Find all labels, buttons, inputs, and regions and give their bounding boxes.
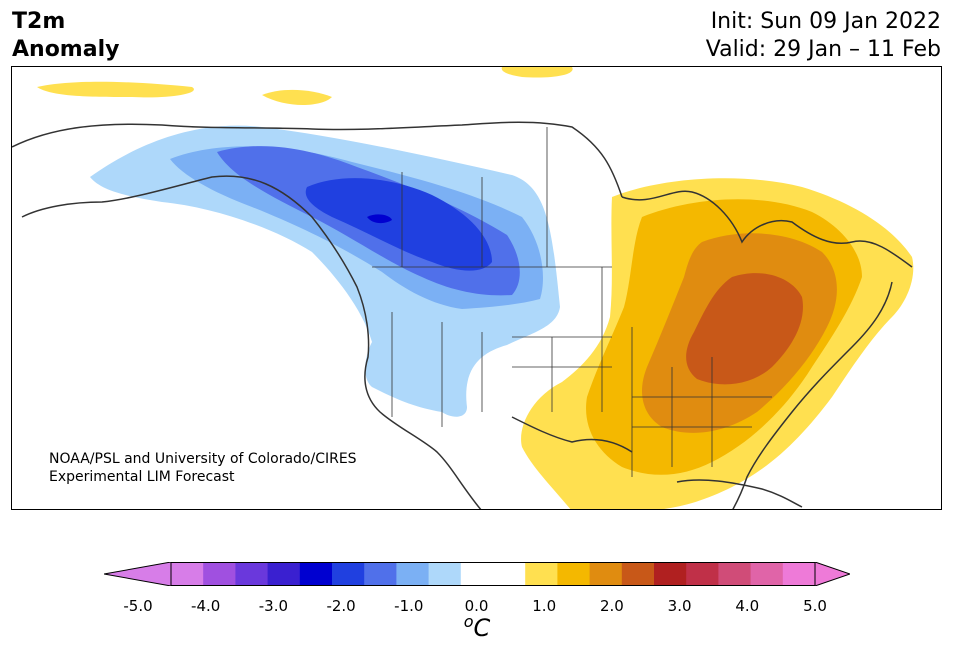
colorbar-bin bbox=[267, 562, 301, 586]
unit-celsius: C bbox=[473, 614, 491, 642]
colorbar-bins bbox=[170, 562, 816, 586]
colorbar bbox=[104, 562, 850, 586]
colorbar-bin bbox=[557, 562, 591, 586]
forecast-dates: Init: Sun 09 Jan 2022 Valid: 29 Jan – 11… bbox=[706, 8, 941, 64]
colorbar-bin bbox=[171, 562, 204, 586]
colorbar-bin bbox=[299, 562, 333, 586]
colorbar-extend-low bbox=[104, 562, 172, 586]
colorbar-tick-label: 2.0 bbox=[599, 597, 624, 615]
colorbar-bin bbox=[525, 562, 558, 586]
credit-text: NOAA/PSL and University of Colorado/CIRE… bbox=[49, 450, 357, 486]
colorbar-tick-label: -2.0 bbox=[326, 597, 356, 615]
colorbar-bin bbox=[750, 562, 784, 586]
colorbar-bin bbox=[428, 562, 462, 586]
credit-line-2: Experimental LIM Forecast bbox=[49, 469, 235, 485]
arctic-warm-patch-center bbox=[262, 89, 332, 105]
colorbar-bin bbox=[235, 562, 269, 586]
colorbar-bin bbox=[364, 562, 397, 586]
colorbar-bin bbox=[782, 562, 816, 586]
colorbar-extend-high bbox=[814, 562, 850, 586]
colorbar-bin bbox=[654, 562, 687, 586]
colorbar-bin bbox=[460, 562, 494, 586]
colorbar-tick-label: -1.0 bbox=[394, 597, 424, 615]
colorbar-bin bbox=[396, 562, 430, 586]
colorbar-bin bbox=[203, 562, 236, 586]
colorbar-bin bbox=[718, 562, 752, 586]
anomaly-map bbox=[12, 67, 914, 509]
colorbar-tick-label: 5.0 bbox=[803, 597, 827, 615]
colorbar-tick-label: 0.0 bbox=[464, 597, 489, 615]
arctic-warm-patch-north bbox=[501, 67, 573, 78]
cold-anomaly-darkest bbox=[367, 214, 392, 224]
colorbar-bin bbox=[589, 562, 623, 586]
warm-anomaly-dark-orange bbox=[686, 273, 803, 385]
colorbar-bin bbox=[621, 562, 655, 586]
state-borders bbox=[372, 127, 772, 477]
unit-degree: o bbox=[463, 612, 474, 631]
cold-anomaly-deep bbox=[305, 178, 492, 271]
colorbar-tick-label: -3.0 bbox=[258, 597, 289, 615]
colorbar-bin bbox=[332, 562, 365, 586]
colorbar-bin bbox=[686, 562, 719, 586]
colorbar-bin bbox=[493, 562, 526, 586]
init-date: Init: Sun 09 Jan 2022 bbox=[710, 9, 941, 34]
valid-range: Valid: 29 Jan – 11 Feb bbox=[705, 37, 941, 62]
title-kind: Anomaly bbox=[12, 37, 120, 62]
arctic-warm-patch-west bbox=[37, 81, 194, 98]
title-variable: T2m bbox=[12, 9, 66, 34]
coastlines bbox=[12, 121, 913, 509]
colorbar-tick-label: 1.0 bbox=[532, 597, 557, 615]
credit-line-1: NOAA/PSL and University of Colorado/CIRE… bbox=[49, 451, 357, 467]
colorbar-tick-label: 4.0 bbox=[735, 597, 760, 615]
unit-label: oC bbox=[464, 612, 491, 642]
colorbar-tick-label: -5.0 bbox=[123, 597, 153, 615]
map-panel bbox=[11, 66, 942, 510]
colorbar-tick-label: 3.0 bbox=[667, 597, 692, 615]
colorbar-tick-label: -4.0 bbox=[191, 597, 221, 615]
map-title: T2m Anomaly bbox=[12, 8, 119, 64]
